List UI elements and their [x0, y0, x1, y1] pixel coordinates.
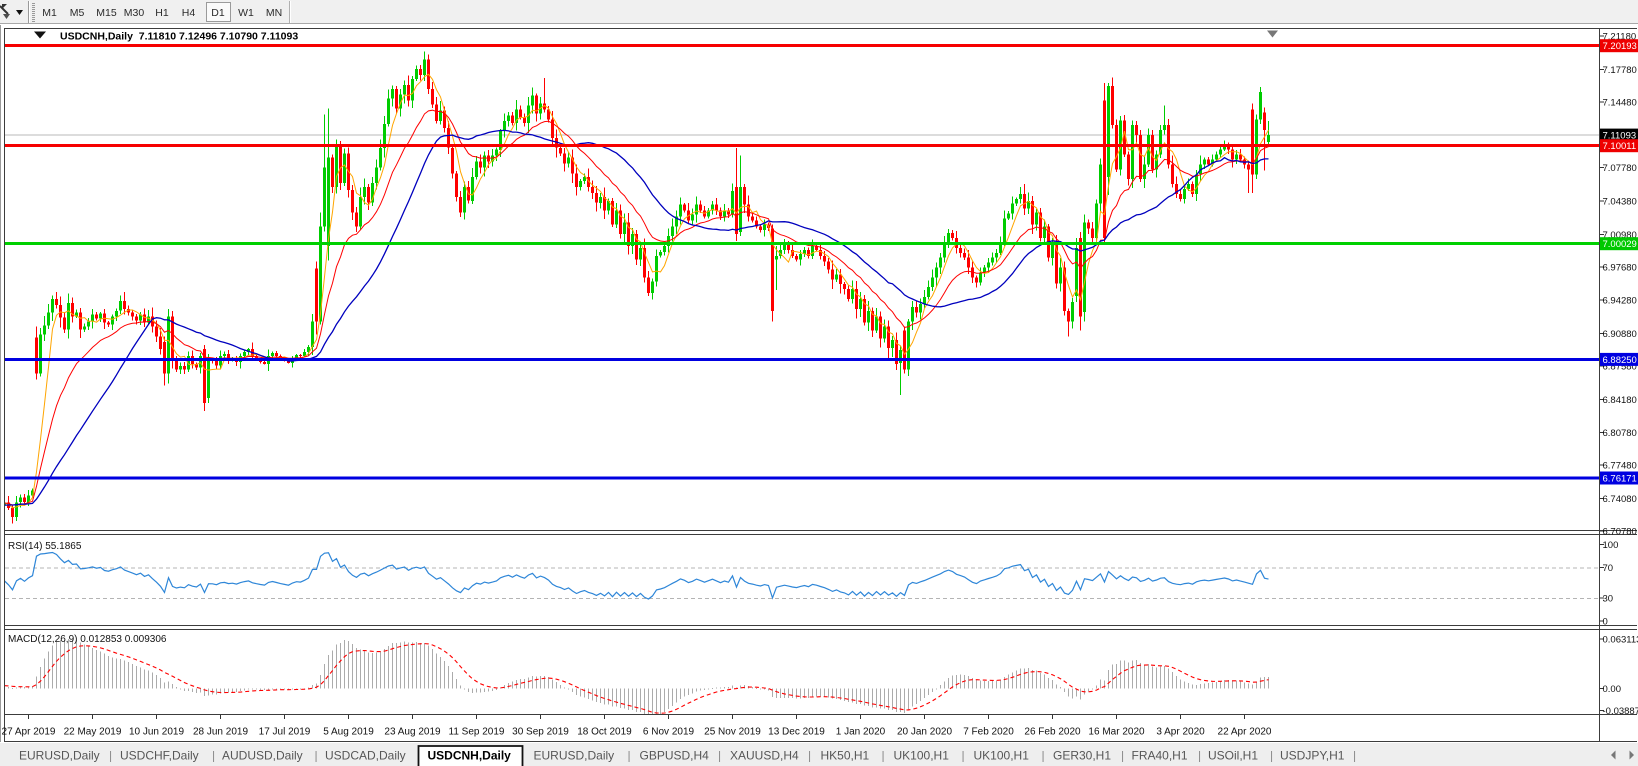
- svg-text:EURUSD,Daily: EURUSD,Daily: [19, 749, 100, 763]
- svg-text:USDJPY,H1: USDJPY,H1: [1280, 749, 1345, 763]
- svg-text:|: |: [882, 749, 885, 763]
- svg-text:6.87580: 6.87580: [1603, 362, 1637, 373]
- svg-text:|: |: [1121, 749, 1124, 763]
- svg-text:6.94280: 6.94280: [1603, 296, 1637, 307]
- svg-text:7.00980: 7.00980: [1603, 230, 1637, 241]
- svg-text:27 Apr 2019: 27 Apr 2019: [2, 727, 56, 738]
- svg-text:26 Feb 2020: 26 Feb 2020: [1024, 727, 1081, 738]
- svg-text:HK50,H1: HK50,H1: [821, 749, 870, 763]
- svg-text:1 Jan 2020: 1 Jan 2020: [836, 727, 886, 738]
- svg-text:D1: D1: [211, 7, 225, 19]
- svg-text:USDCAD,Daily: USDCAD,Daily: [325, 749, 406, 763]
- svg-text:M5: M5: [70, 7, 85, 19]
- svg-text:70: 70: [1603, 563, 1614, 574]
- svg-text:USDCNH,Daily 7.11810 7.12496: USDCNH,Daily 7.11810 7.12496 7.10790 7.1…: [60, 31, 298, 43]
- svg-text:7.00029: 7.00029: [1603, 239, 1637, 250]
- svg-text:6.97680: 6.97680: [1603, 262, 1637, 273]
- svg-text:28 Jun 2019: 28 Jun 2019: [193, 727, 248, 738]
- svg-text:|: |: [1353, 749, 1356, 763]
- svg-text:6.90880: 6.90880: [1603, 329, 1637, 340]
- svg-text:7.14480: 7.14480: [1603, 97, 1637, 108]
- svg-text:|: |: [1042, 749, 1045, 763]
- svg-text:W1: W1: [238, 7, 254, 19]
- svg-text:17 Jul 2019: 17 Jul 2019: [259, 727, 311, 738]
- svg-text:|: |: [718, 749, 721, 763]
- svg-text:25 Nov 2019: 25 Nov 2019: [704, 727, 761, 738]
- svg-text:|: |: [315, 749, 318, 763]
- svg-text:M30: M30: [124, 7, 145, 19]
- svg-text:GER30,H1: GER30,H1: [1053, 749, 1111, 763]
- svg-text:20 Jan 2020: 20 Jan 2020: [897, 727, 952, 738]
- svg-text:H4: H4: [182, 7, 196, 19]
- svg-text:|: |: [109, 749, 112, 763]
- svg-text:7.21180: 7.21180: [1603, 32, 1637, 43]
- svg-text:|: |: [628, 749, 631, 763]
- svg-text:MACD(12,26,9) 0.012853 0.00930: MACD(12,26,9) 0.012853 0.009306: [8, 634, 167, 645]
- svg-text:M1: M1: [42, 7, 57, 19]
- svg-text:|: |: [1198, 749, 1201, 763]
- svg-text:USDCNH,Daily: USDCNH,Daily: [428, 749, 512, 763]
- svg-text:0.063113: 0.063113: [1603, 634, 1638, 645]
- svg-text:7.20193: 7.20193: [1603, 41, 1637, 52]
- svg-text:6.74080: 6.74080: [1603, 494, 1637, 505]
- svg-text:|: |: [962, 749, 965, 763]
- svg-text:0.00: 0.00: [1603, 684, 1622, 695]
- svg-text:|: |: [1270, 749, 1273, 763]
- svg-text:FRA40,H1: FRA40,H1: [1132, 749, 1188, 763]
- svg-text:6.88250: 6.88250: [1603, 355, 1637, 366]
- svg-text:XAUUSD,H4: XAUUSD,H4: [730, 749, 799, 763]
- svg-text:6.80780: 6.80780: [1603, 428, 1637, 439]
- svg-text:100: 100: [1603, 540, 1619, 551]
- svg-text:6.76171: 6.76171: [1603, 474, 1637, 485]
- svg-text:16 Mar 2020: 16 Mar 2020: [1088, 727, 1145, 738]
- svg-text:6 Nov 2019: 6 Nov 2019: [643, 727, 695, 738]
- svg-text:7.04380: 7.04380: [1603, 197, 1637, 208]
- svg-text:23 Aug 2019: 23 Aug 2019: [384, 727, 441, 738]
- svg-text:|: |: [808, 749, 811, 763]
- svg-text:UK100,H1: UK100,H1: [974, 749, 1030, 763]
- svg-text:6.77480: 6.77480: [1603, 461, 1637, 472]
- svg-text:7.11093: 7.11093: [1603, 131, 1637, 142]
- svg-text:18 Oct 2019: 18 Oct 2019: [577, 727, 632, 738]
- svg-text:6.84180: 6.84180: [1603, 395, 1637, 406]
- svg-text:22 Apr 2020: 22 Apr 2020: [1218, 727, 1272, 738]
- svg-text:7.17780: 7.17780: [1603, 65, 1637, 76]
- svg-text:|: |: [212, 749, 215, 763]
- svg-text:GBPUSD,H4: GBPUSD,H4: [640, 749, 710, 763]
- svg-text:MN: MN: [266, 7, 282, 19]
- svg-text:UK100,H1: UK100,H1: [894, 749, 950, 763]
- svg-text:H1: H1: [155, 7, 169, 19]
- svg-text:EURUSD,Daily: EURUSD,Daily: [534, 749, 615, 763]
- svg-text:0: 0: [1603, 616, 1608, 627]
- svg-text:RSI(14) 55.1865: RSI(14) 55.1865: [8, 541, 82, 552]
- svg-text:13 Dec 2019: 13 Dec 2019: [768, 727, 825, 738]
- svg-text:5 Aug 2019: 5 Aug 2019: [323, 727, 374, 738]
- svg-text:10 Jun 2019: 10 Jun 2019: [129, 727, 184, 738]
- svg-text:11 Sep 2019: 11 Sep 2019: [449, 727, 505, 738]
- svg-text:USOil,H1: USOil,H1: [1208, 749, 1258, 763]
- svg-text:M15: M15: [96, 7, 117, 19]
- svg-text:7 Feb 2020: 7 Feb 2020: [963, 727, 1014, 738]
- svg-text:AUDUSD,Daily: AUDUSD,Daily: [222, 749, 303, 763]
- svg-text:30: 30: [1603, 594, 1614, 605]
- svg-text:7.10011: 7.10011: [1603, 141, 1637, 152]
- svg-text:-0.038872: -0.038872: [1603, 706, 1638, 717]
- svg-text:30 Sep 2019: 30 Sep 2019: [512, 727, 569, 738]
- svg-text:6.70780: 6.70780: [1603, 526, 1637, 537]
- svg-text:USDCHF,Daily: USDCHF,Daily: [120, 749, 199, 763]
- svg-text:22 May 2019: 22 May 2019: [64, 727, 122, 738]
- svg-text:7.07780: 7.07780: [1603, 163, 1637, 174]
- svg-text:3 Apr 2020: 3 Apr 2020: [1156, 727, 1205, 738]
